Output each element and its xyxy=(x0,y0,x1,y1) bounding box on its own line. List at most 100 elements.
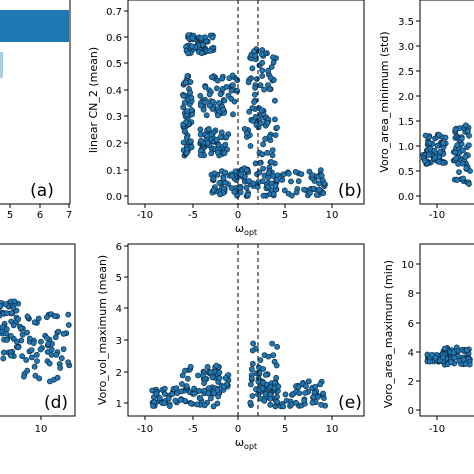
scatter-point xyxy=(166,403,173,409)
panel-b: -10 -5 0 5 10 0.0 0.1 0.2 0.3 0.4 0.5 0.… xyxy=(87,0,365,237)
scatter-point xyxy=(217,91,224,98)
scatter-point xyxy=(268,159,275,165)
scatter-point xyxy=(208,74,215,81)
scatter-point xyxy=(309,172,316,178)
scatter-point xyxy=(281,187,288,194)
scatter-point xyxy=(30,340,37,346)
scatter-point xyxy=(456,169,462,175)
scatter-point xyxy=(271,116,278,123)
scatter-point xyxy=(459,147,466,154)
panel-f-points xyxy=(424,344,473,368)
scatter-point xyxy=(197,126,204,133)
scatter-point xyxy=(244,191,251,198)
scatter-point xyxy=(205,125,212,132)
scatter-point xyxy=(295,178,302,185)
y-tick-label: 6 xyxy=(116,242,122,253)
scatter-point xyxy=(229,72,236,79)
scatter-point xyxy=(251,99,257,105)
scatter-point xyxy=(15,344,22,351)
scatter-point xyxy=(454,177,460,183)
scatter-point xyxy=(182,79,189,86)
scatter-point xyxy=(23,357,30,363)
scatter-point xyxy=(222,169,229,176)
scatter-point xyxy=(257,357,264,363)
scatter-point xyxy=(269,147,276,153)
scatter-point xyxy=(259,385,266,392)
x-tick-label: 10 xyxy=(35,424,48,435)
y-tick-label: 6 xyxy=(408,319,414,330)
scatter-point xyxy=(220,383,227,390)
scatter-point xyxy=(257,82,264,89)
x-tick-label: 5 xyxy=(282,424,288,435)
scatter-point xyxy=(237,189,244,196)
scatter-point xyxy=(310,185,317,192)
scatter-point xyxy=(273,362,280,369)
scatter-point xyxy=(183,150,190,156)
scatter-point xyxy=(204,363,211,370)
scatter-point xyxy=(309,399,316,406)
scatter-point xyxy=(180,93,187,99)
scatter-point xyxy=(266,133,273,140)
scatter-point xyxy=(178,388,185,395)
y-tick-label: 0.7 xyxy=(106,7,122,18)
scatter-point xyxy=(466,132,472,139)
scatter-point xyxy=(298,171,305,177)
scatter-point xyxy=(256,369,263,376)
scatter-point xyxy=(248,375,255,382)
scatter-point xyxy=(302,390,309,396)
scatter-point xyxy=(462,122,469,129)
scatter-point xyxy=(48,346,55,353)
scatter-point xyxy=(463,347,470,354)
y-tick-label: 10 xyxy=(401,260,414,271)
scatter-point xyxy=(193,401,200,408)
scatter-point xyxy=(28,347,35,353)
scatter-point xyxy=(321,180,328,187)
scatter-point xyxy=(207,369,214,376)
scatter-point xyxy=(223,84,230,90)
scatter-point xyxy=(34,358,40,364)
scatter-point xyxy=(65,311,72,318)
scatter-point xyxy=(272,182,279,189)
y-tick-label: 3.5 xyxy=(398,17,414,28)
scatter-point xyxy=(275,383,282,390)
x-tick-label: -10 xyxy=(429,424,445,435)
scatter-point xyxy=(222,141,229,148)
scatter-point xyxy=(65,322,72,328)
y-tick-label: 3 xyxy=(116,336,122,347)
panel-label-a: (a) xyxy=(30,181,54,201)
scatter-point xyxy=(183,119,190,125)
scatter-point xyxy=(189,43,195,50)
scatter-point xyxy=(261,86,267,93)
scatter-point xyxy=(206,91,213,98)
panel-e-points xyxy=(149,340,328,410)
y-tick-label: 0.3 xyxy=(106,112,122,123)
scatter-point xyxy=(454,142,461,149)
scatter-point xyxy=(247,399,254,406)
scatter-point xyxy=(149,387,156,394)
y-axis-label: Voro_vol_maximum (mean) xyxy=(96,255,109,405)
y-axis-label: linear CN_2 (mean) xyxy=(87,47,100,153)
scatter-point xyxy=(191,390,198,397)
scatter-point xyxy=(249,105,256,111)
scatter-point xyxy=(243,184,250,191)
scatter-point xyxy=(260,366,267,372)
x-tick-label: 5 xyxy=(7,210,13,221)
scatter-point xyxy=(181,99,188,106)
scatter-point xyxy=(11,298,18,305)
x-tick-label: 5 xyxy=(282,210,288,221)
scatter-point xyxy=(215,142,222,148)
scatter-point xyxy=(301,186,307,193)
panel-c-yticks: 0.0 0.5 1.0 1.5 2.0 2.5 3.0 3.5 xyxy=(398,17,420,203)
scatter-point xyxy=(462,153,469,160)
scatter-point xyxy=(15,316,22,322)
scatter-point xyxy=(296,390,303,397)
y-tick-label: 2 xyxy=(408,377,414,388)
y-axis-label: Voro_area_minimum (std) xyxy=(378,31,391,172)
scatter-point xyxy=(44,335,50,341)
scatter-point xyxy=(201,380,207,386)
y-tick-label: 0.5 xyxy=(398,167,414,178)
panel-c-frame xyxy=(419,0,474,205)
scatter-point xyxy=(198,50,205,57)
panel-b-frame xyxy=(127,0,365,205)
scatter-point xyxy=(213,362,220,369)
